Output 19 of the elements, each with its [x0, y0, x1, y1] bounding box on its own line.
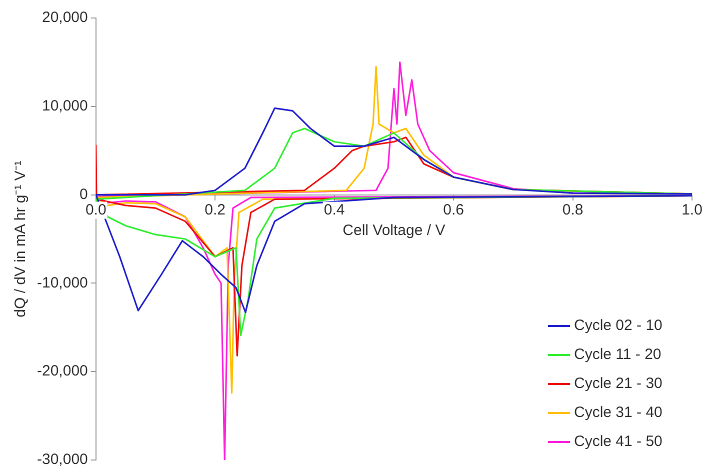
legend-label: Cycle 11 - 20: [574, 346, 662, 363]
x-axis-title: Cell Voltage / V: [342, 222, 446, 239]
y-tick-label: 0: [80, 186, 88, 203]
legend-label: Cycle 31 - 40: [574, 404, 662, 421]
y-tick-label: 10,000: [42, 98, 88, 115]
x-tick-label: 0.8: [562, 201, 584, 218]
x-tick-label: 0.6: [443, 201, 464, 218]
y-tick-label: -20,000: [37, 362, 88, 380]
x-tick-label: 0.2: [204, 201, 226, 218]
y-tick-label: 20,000: [42, 9, 88, 26]
legend-label: Cycle 41 - 50: [574, 433, 662, 450]
x-tick-label: 1.0: [682, 201, 702, 218]
x-tick-label: 0.0: [85, 201, 106, 218]
y-tick-label: -30,000: [37, 451, 88, 468]
legend-label: Cycle 02 - 10: [574, 317, 662, 334]
legend-label: Cycle 21 - 30: [574, 375, 662, 392]
y-axis-title: dQ / dV in mA hr g⁻¹ V⁻¹: [12, 160, 30, 318]
y-tick-label: -10,000: [37, 274, 88, 292]
x-tick-label: 0.4: [324, 201, 345, 218]
